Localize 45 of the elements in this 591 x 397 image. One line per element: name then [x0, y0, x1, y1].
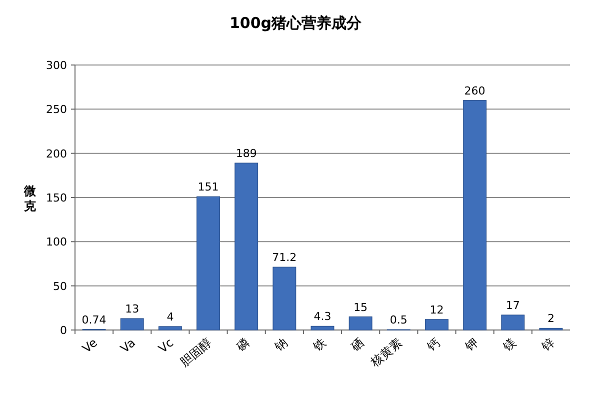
bar [310, 326, 334, 330]
y-tick-label: 200 [46, 147, 67, 160]
x-tick-label: 胆固醇 [178, 336, 214, 370]
data-label: 0.5 [390, 314, 408, 327]
data-label: 151 [198, 180, 219, 194]
x-tick-label: Va [118, 336, 138, 356]
bar [463, 100, 487, 330]
data-label: 4 [166, 310, 174, 324]
bar [120, 318, 144, 330]
y-tick-label: 300 [46, 59, 67, 72]
chart-title: 100g猪心营养成分 [229, 14, 363, 32]
data-label: 4.3 [314, 310, 332, 324]
y-axis-title: 微克 [23, 184, 37, 213]
data-label: 0.74 [82, 313, 106, 326]
data-label: 15 [354, 300, 368, 314]
bar [196, 196, 220, 330]
x-tick-label: 硒 [348, 336, 367, 355]
bar [158, 326, 182, 330]
bar [272, 266, 296, 330]
y-tick-label: 0 [60, 324, 67, 337]
data-label: 13 [125, 302, 140, 316]
x-tick-label: Ve [80, 336, 100, 356]
bar [501, 314, 525, 330]
y-tick-label: 50 [53, 280, 67, 293]
data-label: 17 [506, 298, 520, 312]
y-tick-label: 100 [46, 236, 67, 249]
data-label: 189 [236, 147, 257, 160]
bar [234, 162, 258, 330]
x-tick-label: 锌 [538, 336, 557, 355]
x-tick-label: Vc [156, 336, 176, 356]
data-label: 2 [547, 312, 554, 326]
bar [425, 319, 448, 330]
x-tick-label: 磷 [233, 336, 252, 355]
data-label: 12 [430, 303, 444, 316]
x-tick-label: 镁 [500, 336, 519, 355]
x-tick-label: 核黄素 [367, 336, 405, 370]
x-tick-label: 钾 [462, 336, 481, 355]
y-tick-label: 250 [46, 103, 67, 116]
x-tick-label: 铁 [309, 336, 328, 355]
data-label: 260 [464, 84, 486, 98]
y-tick-label: 150 [46, 192, 67, 204]
x-tick-label: 钠 [271, 336, 290, 355]
bar [348, 316, 372, 330]
data-label: 71.2 [272, 251, 297, 264]
x-tick-label: 钙 [424, 336, 443, 355]
